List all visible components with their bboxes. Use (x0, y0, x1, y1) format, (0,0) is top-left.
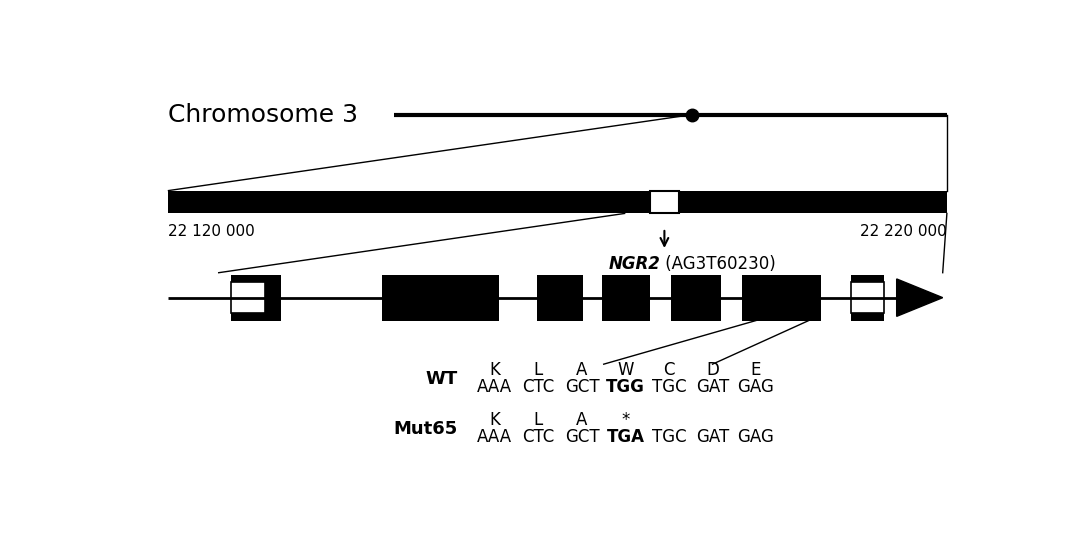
Text: GCT: GCT (565, 378, 599, 396)
Bar (671, 275, 721, 321)
Text: D: D (706, 361, 719, 380)
Text: WT: WT (426, 370, 457, 388)
Text: 22 120 000: 22 120 000 (168, 224, 255, 239)
Text: CTC: CTC (523, 428, 554, 446)
Text: GAT: GAT (696, 428, 729, 446)
Text: GAG: GAG (738, 428, 774, 446)
Bar (537, 275, 583, 321)
Text: C: C (663, 361, 675, 380)
Text: Mut65: Mut65 (393, 420, 457, 437)
Text: Chromosome 3: Chromosome 3 (168, 103, 359, 127)
Text: GAG: GAG (738, 378, 774, 396)
Bar (602, 275, 650, 321)
Polygon shape (896, 279, 943, 316)
Text: W: W (618, 361, 634, 380)
Text: (AG3T60230): (AG3T60230) (660, 255, 775, 273)
Bar (650, 191, 679, 213)
Bar (168, 191, 947, 213)
Text: TGA: TGA (607, 428, 645, 446)
Text: A: A (577, 361, 588, 380)
Bar (742, 275, 821, 321)
Text: CTC: CTC (523, 378, 554, 396)
Text: AAA: AAA (477, 428, 513, 446)
Text: GCT: GCT (565, 428, 599, 446)
Text: AAA: AAA (477, 378, 513, 396)
Text: E: E (751, 361, 761, 380)
Text: TGC: TGC (651, 378, 686, 396)
Bar (382, 275, 499, 321)
Text: K: K (489, 411, 500, 429)
Text: A: A (577, 411, 588, 429)
Text: NGR2: NGR2 (608, 255, 660, 273)
Text: 22 220 000: 22 220 000 (860, 224, 947, 239)
Text: K: K (489, 361, 500, 380)
Text: GAT: GAT (696, 378, 729, 396)
Text: TGG: TGG (606, 378, 645, 396)
Bar (231, 275, 282, 321)
Text: TGC: TGC (651, 428, 686, 446)
Bar (851, 282, 885, 313)
Bar (851, 275, 885, 321)
Bar (231, 282, 265, 313)
Text: L: L (534, 411, 543, 429)
Text: L: L (534, 361, 543, 380)
Text: *: * (621, 411, 630, 429)
